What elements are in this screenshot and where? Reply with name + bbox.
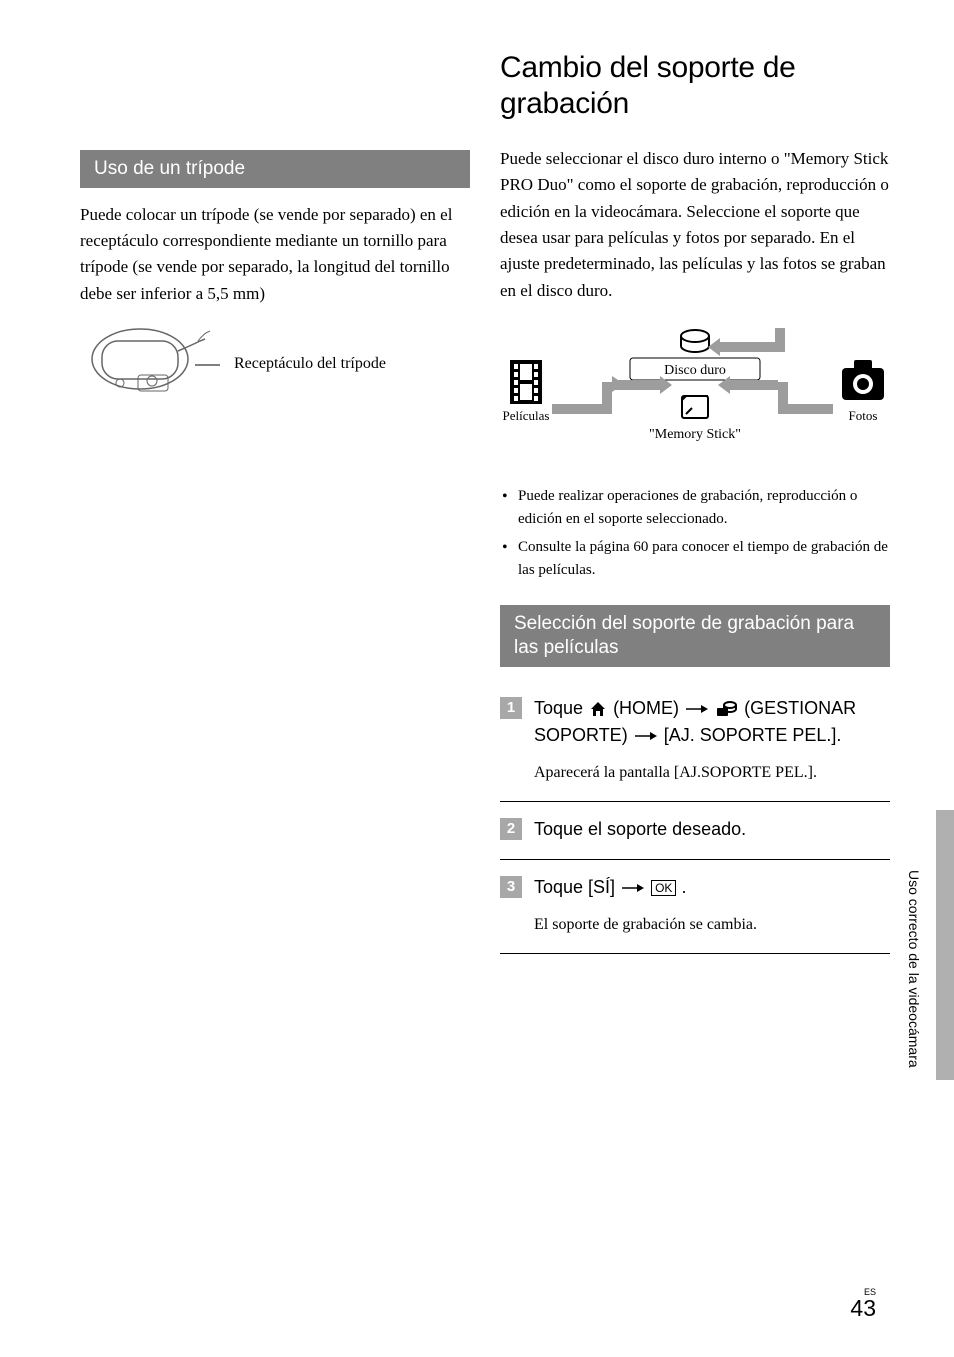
side-section-label: Uso correcto de la videocámara	[906, 870, 922, 1068]
step-2: 2 Toque el soporte deseado.	[500, 801, 890, 860]
section-heading-tripod: Uso de un trípode	[80, 150, 470, 188]
arrow-right-icon	[622, 883, 644, 893]
step-number-badge: 2	[500, 818, 522, 840]
section-heading-select-media: Selección del soporte de grabación para …	[500, 605, 890, 667]
step-number-badge: 1	[500, 697, 522, 719]
tripod-body-text: Puede colocar un trípode (se vende por s…	[80, 202, 470, 307]
camcorder-illustration	[80, 321, 230, 407]
tripod-caption: Receptáculo del trípode	[234, 355, 386, 373]
page-number: 43	[850, 1295, 876, 1321]
step-3-result: El soporte de grabación se cambia.	[534, 913, 890, 937]
diagram-label-films: Películas	[503, 408, 550, 423]
page-footer: ES 43	[850, 1288, 876, 1321]
hdd-icon	[681, 330, 709, 352]
step-1-result: Aparecerá la pantalla [AJ.SOPORTE PEL.].	[534, 761, 890, 785]
arrow-right-icon	[686, 704, 708, 714]
camera-icon	[842, 360, 884, 400]
step-3: 3 Toque [SÍ] OK . El soporte de grabació…	[500, 860, 890, 954]
manage-media-icon	[716, 700, 738, 718]
step-3-instruction: Toque [SÍ] OK .	[534, 874, 890, 901]
step-2-instruction: Toque el soporte deseado.	[534, 816, 890, 843]
step-1-instruction: Toque (HOME) (GESTIONAR SOPORTE) [AJ. SO…	[534, 695, 890, 749]
diagram-label-hdd: Disco duro	[664, 363, 726, 378]
side-tab-marker	[936, 810, 954, 1080]
ok-button-icon: OK	[651, 880, 676, 896]
step-number-badge: 3	[500, 876, 522, 898]
notes-list: Puede realizar operaciones de grabación,…	[500, 485, 890, 581]
arrow-right-icon	[635, 731, 657, 741]
intro-paragraph: Puede seleccionar el disco duro interno …	[500, 146, 890, 304]
film-icon	[510, 360, 542, 404]
memory-stick-icon	[682, 396, 708, 418]
page-title: Cambio del soporte de grabación	[500, 50, 890, 122]
note-item: Puede realizar operaciones de grabación,…	[500, 485, 890, 530]
step-1: 1 Toque (HOME) (GESTIONAR SOPORTE) [AJ. …	[500, 681, 890, 801]
tripod-figure: Receptáculo del trípode	[80, 321, 470, 407]
right-column: Cambio del soporte de grabación Puede se…	[500, 50, 890, 954]
note-item: Consulte la página 60 para conocer el ti…	[500, 536, 890, 581]
diagram-label-photos: Fotos	[849, 408, 878, 423]
media-selection-diagram: Películas Fotos Disco duro	[500, 320, 890, 465]
left-column: Uso de un trípode Puede colocar un trípo…	[80, 50, 470, 954]
home-icon	[589, 701, 607, 717]
diagram-label-memstick: "Memory Stick"	[649, 427, 741, 442]
